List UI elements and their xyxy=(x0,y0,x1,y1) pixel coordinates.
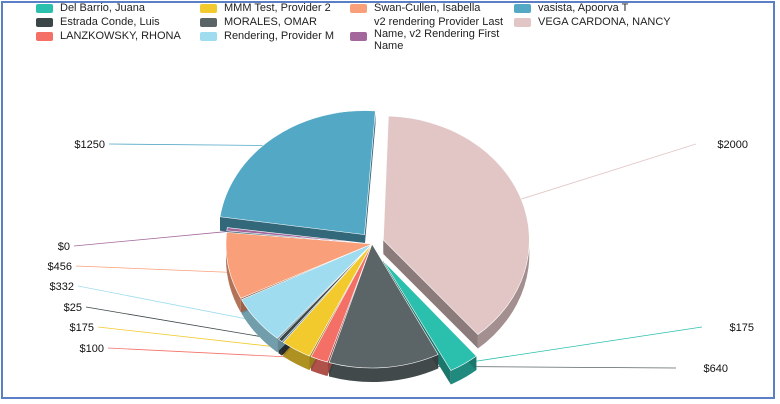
slice-morales-omar[interactable] xyxy=(328,243,439,369)
legend-swatch xyxy=(36,18,53,27)
legend-swatch xyxy=(514,18,531,27)
slice-lanzkowsky-rhona[interactable] xyxy=(310,243,373,363)
legend-label: MORALES, OMAR xyxy=(224,16,317,28)
legend-swatch xyxy=(200,32,217,41)
legend-swatch xyxy=(350,4,367,13)
legend-swatch xyxy=(350,32,367,41)
legend-item-del-barrio[interactable]: Del Barrio, Juana xyxy=(36,2,195,14)
legend-item-lanzkowsky[interactable]: LANZKOWSKY, RHONA xyxy=(36,30,195,42)
slice-estrada-conde-luis[interactable] xyxy=(278,243,373,343)
slice-rendering-provider-m[interactable] xyxy=(241,243,373,339)
legend-label: MMM Test, Provider 2 xyxy=(224,2,331,14)
slice-depth-mmm-test-provider-2 xyxy=(283,342,310,371)
value-label-mmm-test-provider-2: $175 xyxy=(70,322,94,334)
legend-item-vega-cardona[interactable]: VEGA CARDONA, NANCY xyxy=(514,16,673,28)
slice-mmm-test-provider-2[interactable] xyxy=(282,243,373,357)
legend-swatch xyxy=(36,4,53,13)
value-labels: $2000 $175 $640 $100 $175 $25 $332 $456 $0 $1250 xyxy=(48,139,754,375)
value-label-morales-omar: $640 xyxy=(704,363,728,375)
value-label-vasista-apoorva-t: $1250 xyxy=(74,139,105,151)
slice-del-barrio-juana[interactable] xyxy=(382,260,477,371)
slice-v2-rendering-provider-last-name-v2-rendering-first-name[interactable] xyxy=(226,227,373,245)
legend-swatch xyxy=(200,4,217,13)
legend-item-vasista[interactable]: vasista, Apoorva T xyxy=(514,2,673,14)
legend-label: Estrada Conde, Luis xyxy=(60,16,160,28)
chart-legend: Del Barrio, Juana Estrada Conde, Luis LA… xyxy=(36,2,736,88)
slice-vasista-apoorva-t[interactable] xyxy=(219,110,376,235)
leader-line-vasista-apoorva-t xyxy=(108,143,281,147)
value-label-vega-cardona-nancy: $2000 xyxy=(717,139,748,151)
value-label-estrada-conde-luis: $25 xyxy=(64,302,82,314)
legend-swatch xyxy=(514,4,531,13)
legend-swatch xyxy=(36,32,53,41)
value-label-swan-cullen-isabella: $456 xyxy=(48,261,72,273)
leader-line-vega-cardona-nancy xyxy=(510,143,697,203)
legend-item-swan-cullen[interactable]: Swan-Cullen, Isabella xyxy=(350,2,509,14)
leader-line-swan-cullen-isabella xyxy=(75,265,240,274)
slice-swan-cullen-isabella[interactable] xyxy=(225,232,373,299)
slice-wall-vasista-apoorva-t xyxy=(364,110,376,249)
leader-line-mmm-test-provider-2 xyxy=(97,326,303,351)
value-label-rendering-provider-m: $332 xyxy=(50,281,74,293)
legend-label: LANZKOWSKY, RHONA xyxy=(60,30,181,42)
legend-item-morales[interactable]: MORALES, OMAR xyxy=(200,16,359,28)
legend-item-rendering-provider[interactable]: Rendering, Provider M xyxy=(200,30,359,42)
legend-label: vasista, Apoorva T xyxy=(538,2,629,14)
legend-label: VEGA CARDONA, NANCY xyxy=(538,16,671,28)
legend-label: Swan-Cullen, Isabella xyxy=(374,2,481,14)
slice-depth-morales-omar xyxy=(329,354,439,382)
legend-swatch xyxy=(200,18,217,27)
legend-label: Rendering, Provider M xyxy=(224,30,335,42)
value-label-v2-rendering-provider-last-name-v2-rendering-first-name: $0 xyxy=(58,241,70,253)
legend-label: Del Barrio, Juana xyxy=(60,2,145,14)
leader-line-estrada-conde-luis xyxy=(85,306,288,342)
legend-item-mmm-test[interactable]: MMM Test, Provider 2 xyxy=(200,2,359,14)
legend-label: v2 rendering Provider Last Name, v2 Rend… xyxy=(374,16,504,52)
leader-line-rendering-provider-m xyxy=(77,285,267,324)
leader-line-del-barrio-juana xyxy=(457,326,703,365)
slice-vega-cardona-nancy[interactable] xyxy=(383,115,530,335)
pie-slices xyxy=(219,110,530,371)
value-label-del-barrio-juana: $175 xyxy=(730,322,754,334)
slice-wall-vega-cardona-nancy xyxy=(383,240,478,349)
slice-depth-swan-cullen-isabella xyxy=(226,232,241,313)
legend-item-estrada-conde[interactable]: Estrada Conde, Luis xyxy=(36,16,195,28)
value-label-lanzkowsky-rhona: $100 xyxy=(80,343,104,355)
leader-line-v2-rendering-provider-last-name-v2-rendering-first-name xyxy=(73,230,239,247)
legend-item-v2-rendering[interactable]: v2 rendering Provider Last Name, v2 Rend… xyxy=(350,16,509,52)
